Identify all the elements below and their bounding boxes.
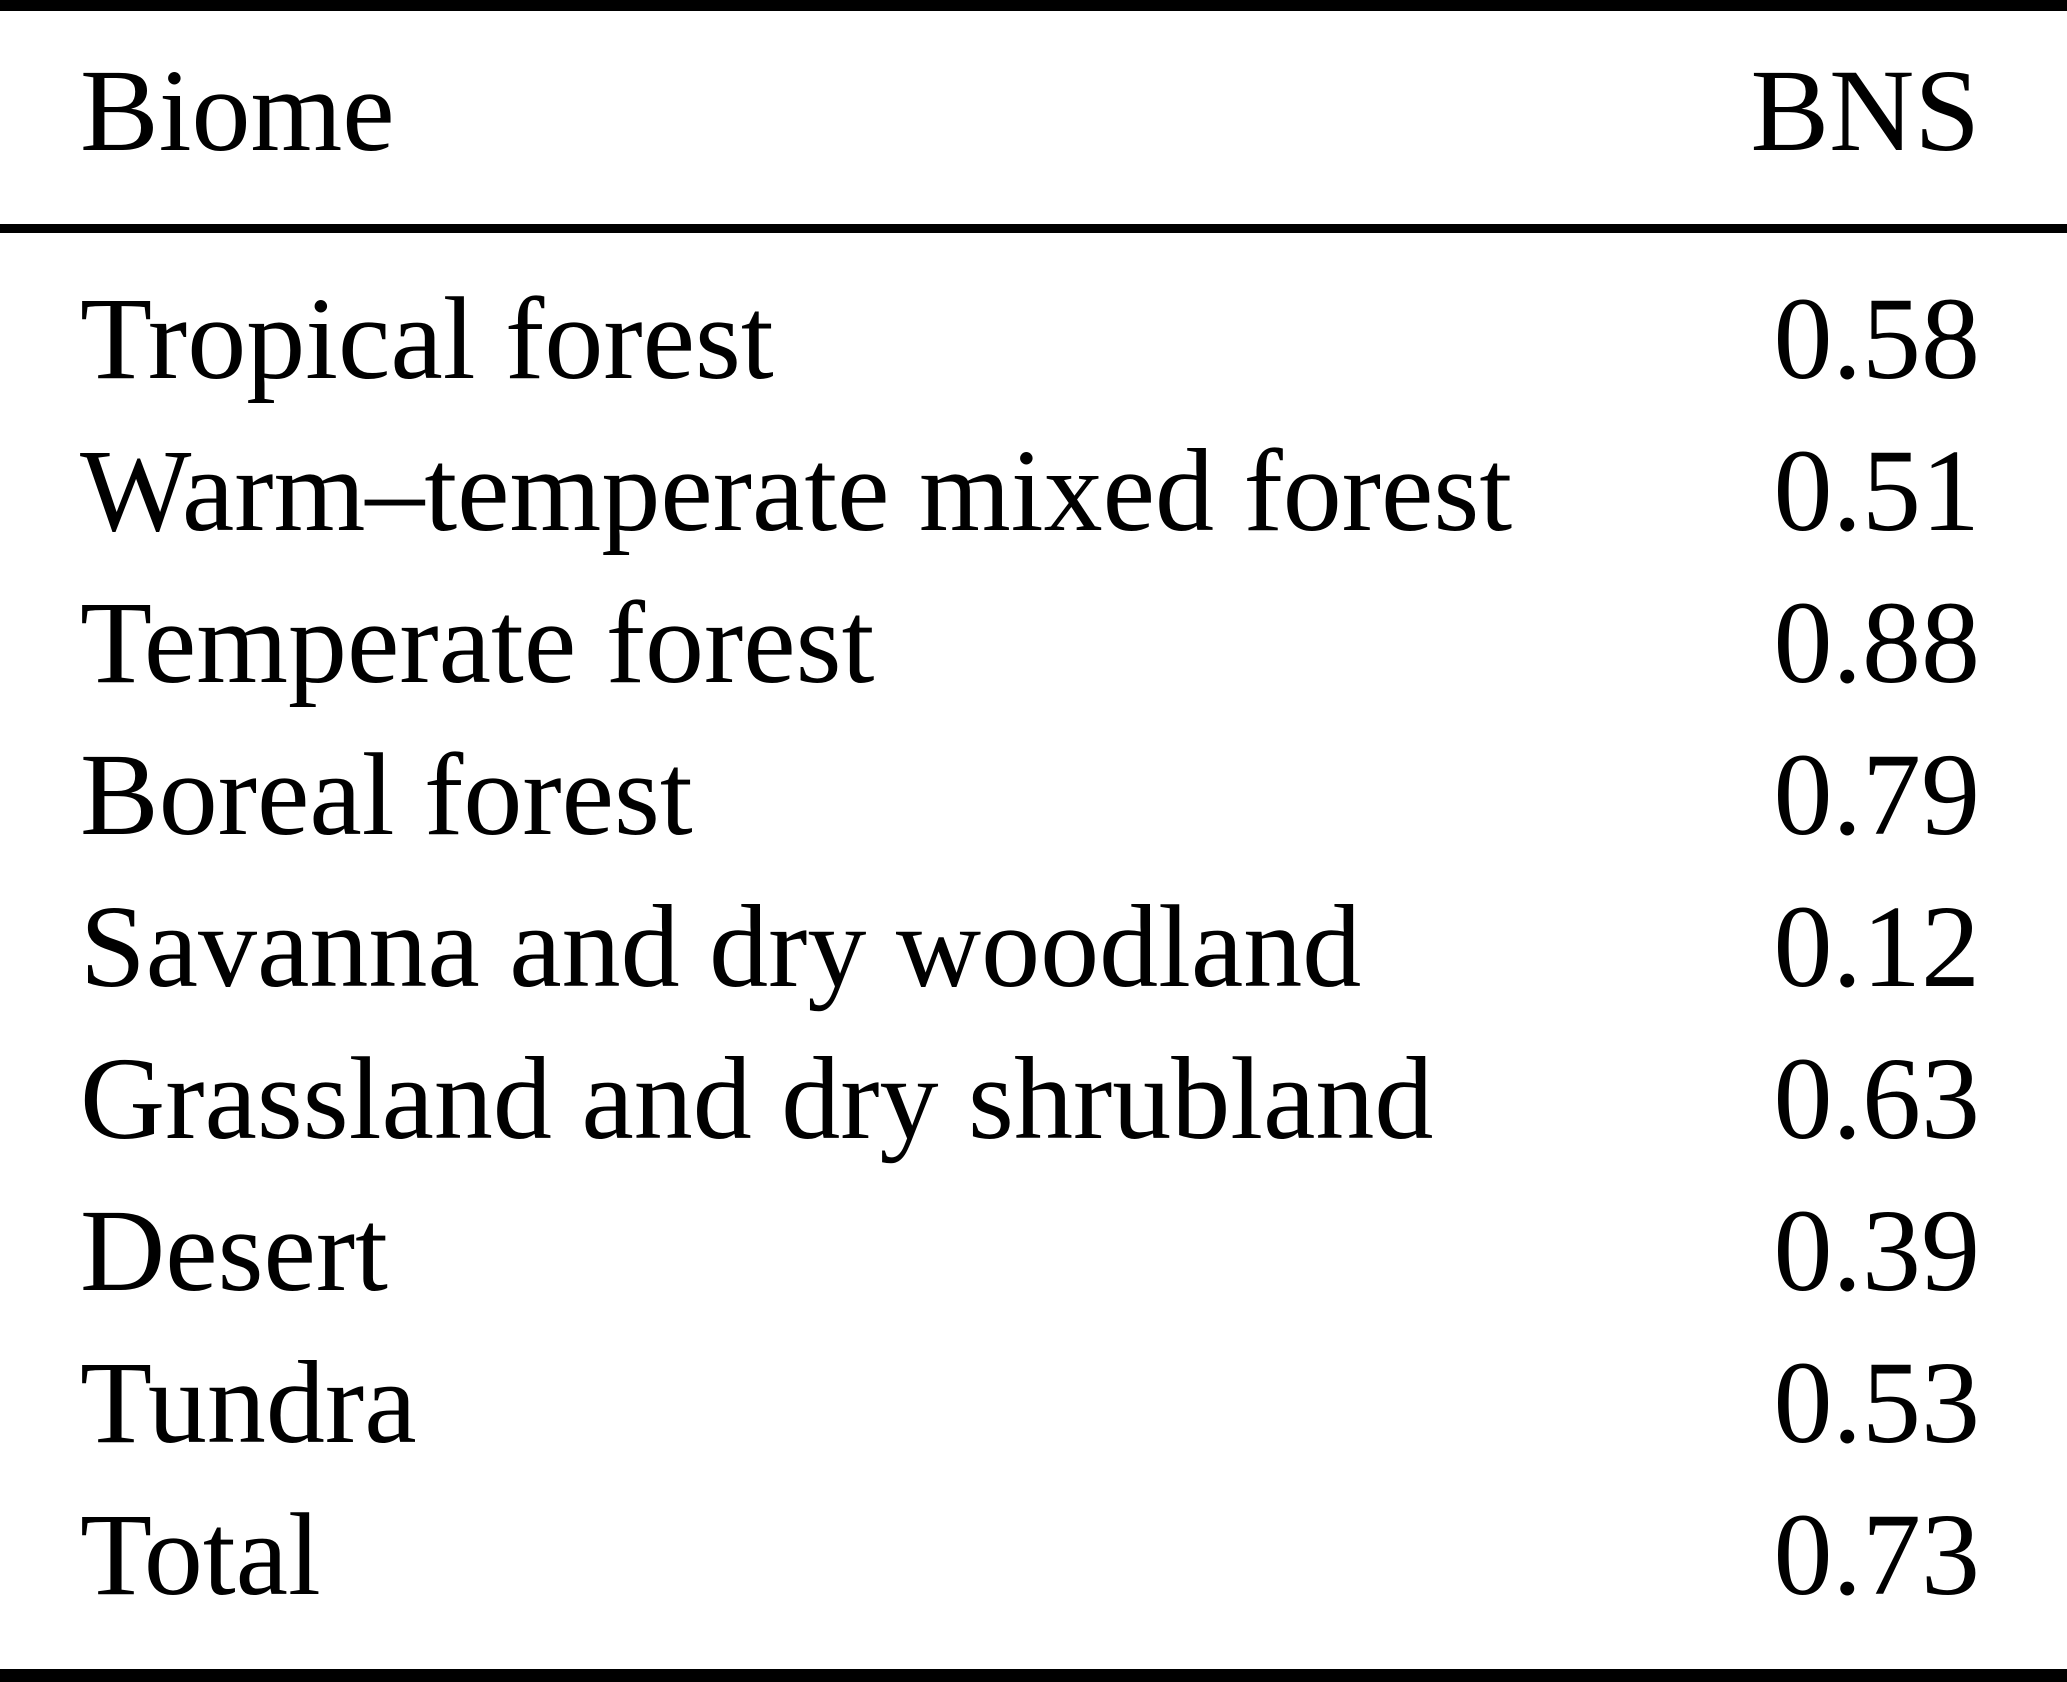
bns-cell: 0.73 <box>1773 1489 1981 1620</box>
table-body: Tropical forest 0.58 Warm–temperate mixe… <box>0 233 2067 1669</box>
bns-cell: 0.58 <box>1773 273 1981 404</box>
biome-cell: Temperate forest <box>80 577 875 708</box>
biome-cell: Grassland and dry shrubland <box>80 1033 1434 1164</box>
column-header-biome: Biome <box>80 44 395 176</box>
bns-cell: 0.51 <box>1773 425 1981 556</box>
biome-cell: Warm–temperate mixed forest <box>80 425 1513 556</box>
biome-cell: Savanna and dry woodland <box>80 881 1362 1012</box>
bns-cell: 0.53 <box>1773 1337 1981 1468</box>
table-row: Tropical forest 0.58 <box>0 263 2067 415</box>
table-row: Warm–temperate mixed forest 0.51 <box>0 415 2067 567</box>
biome-cell: Tropical forest <box>80 273 774 404</box>
table-header-row: Biome BNS <box>0 11 2067 233</box>
bns-cell: 0.12 <box>1773 881 1981 1012</box>
table-row: Desert 0.39 <box>0 1175 2067 1327</box>
biome-cell: Tundra <box>80 1337 417 1468</box>
table-row: Tundra 0.53 <box>0 1327 2067 1479</box>
bns-cell: 0.63 <box>1773 1033 1981 1164</box>
table-row: Grassland and dry shrubland 0.63 <box>0 1023 2067 1175</box>
biome-cell: Boreal forest <box>80 729 693 860</box>
biome-cell: Desert <box>80 1185 388 1316</box>
table-row: Savanna and dry woodland 0.12 <box>0 871 2067 1023</box>
table-row: Temperate forest 0.88 <box>0 567 2067 719</box>
bns-cell: 0.39 <box>1773 1185 1981 1316</box>
table-row-total: Total 0.73 <box>0 1479 2067 1631</box>
bns-cell: 0.79 <box>1773 729 1981 860</box>
table-row: Boreal forest 0.79 <box>0 719 2067 871</box>
bns-cell: 0.88 <box>1773 577 1981 708</box>
column-header-bns: BNS <box>1750 44 1980 176</box>
biome-cell: Total <box>80 1489 321 1620</box>
